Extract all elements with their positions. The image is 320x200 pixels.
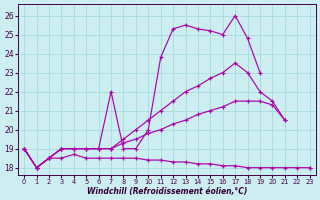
X-axis label: Windchill (Refroidissement éolien,°C): Windchill (Refroidissement éolien,°C) — [87, 187, 247, 196]
